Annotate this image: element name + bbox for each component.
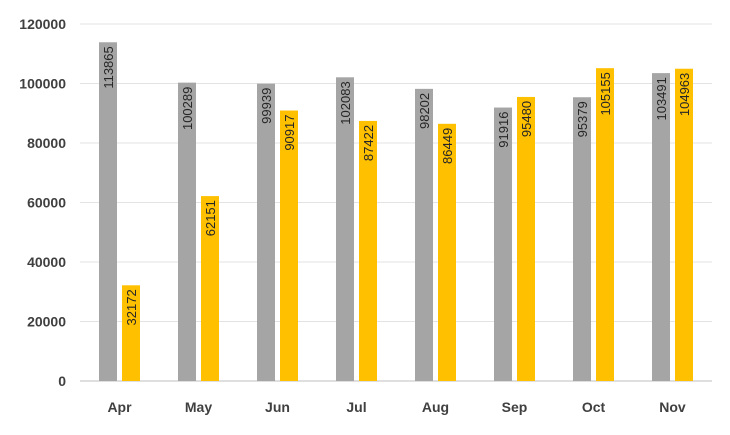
bar [652,73,670,382]
bar [415,88,433,381]
data-label: 90917 [282,115,297,151]
y-tick-label: 40000 [27,254,66,270]
data-label: 87422 [361,125,376,161]
bar [336,77,354,382]
data-label: 95379 [575,101,590,137]
data-label: 104963 [677,73,692,116]
data-label: 100289 [180,87,195,130]
bar [99,42,117,382]
y-tick-label: 100000 [19,76,66,92]
x-axis: Apr May Jun Jul Aug Sep Oct Nov [107,399,685,415]
bar [596,68,614,381]
x-tick-label: Nov [659,399,686,415]
gridlines [80,23,712,382]
x-tick-label: Sep [502,399,528,415]
x-tick-label: Oct [582,399,606,415]
bar [438,123,456,382]
y-tick-label: 60000 [27,195,66,211]
x-tick-label: Aug [422,399,449,415]
bar [359,120,377,381]
bar [494,107,512,381]
bar [517,96,535,382]
x-tick-label: Apr [107,399,132,415]
data-label: 32172 [124,289,139,325]
data-label: 105155 [598,72,613,115]
x-tick-label: Jun [265,399,290,415]
bar [675,68,693,381]
x-tick-label: Jul [346,399,366,415]
y-axis: 0 20000 40000 60000 80000 100000 120000 [19,16,66,389]
y-tick-label: 120000 [19,16,66,32]
bar [178,82,196,381]
data-label: 102083 [338,81,353,124]
x-tick-label: May [185,399,212,415]
data-label: 103491 [654,77,669,120]
data-label: 113865 [101,46,116,88]
bar [280,110,298,382]
bars: 113865 32172 100289 62151 99939 90917 102083 87… [99,42,693,382]
y-tick-label: 0 [58,373,66,389]
bar [122,285,140,381]
bar [573,97,591,382]
bar [257,83,275,382]
data-label: 91916 [496,112,511,148]
data-label: 86449 [440,128,455,164]
data-label: 95480 [519,101,534,137]
data-label: 98202 [417,93,432,129]
y-tick-label: 20000 [27,314,66,330]
y-tick-label: 80000 [27,135,66,151]
data-label: 99939 [259,88,274,124]
bar [201,196,219,381]
data-label: 62151 [203,200,218,236]
